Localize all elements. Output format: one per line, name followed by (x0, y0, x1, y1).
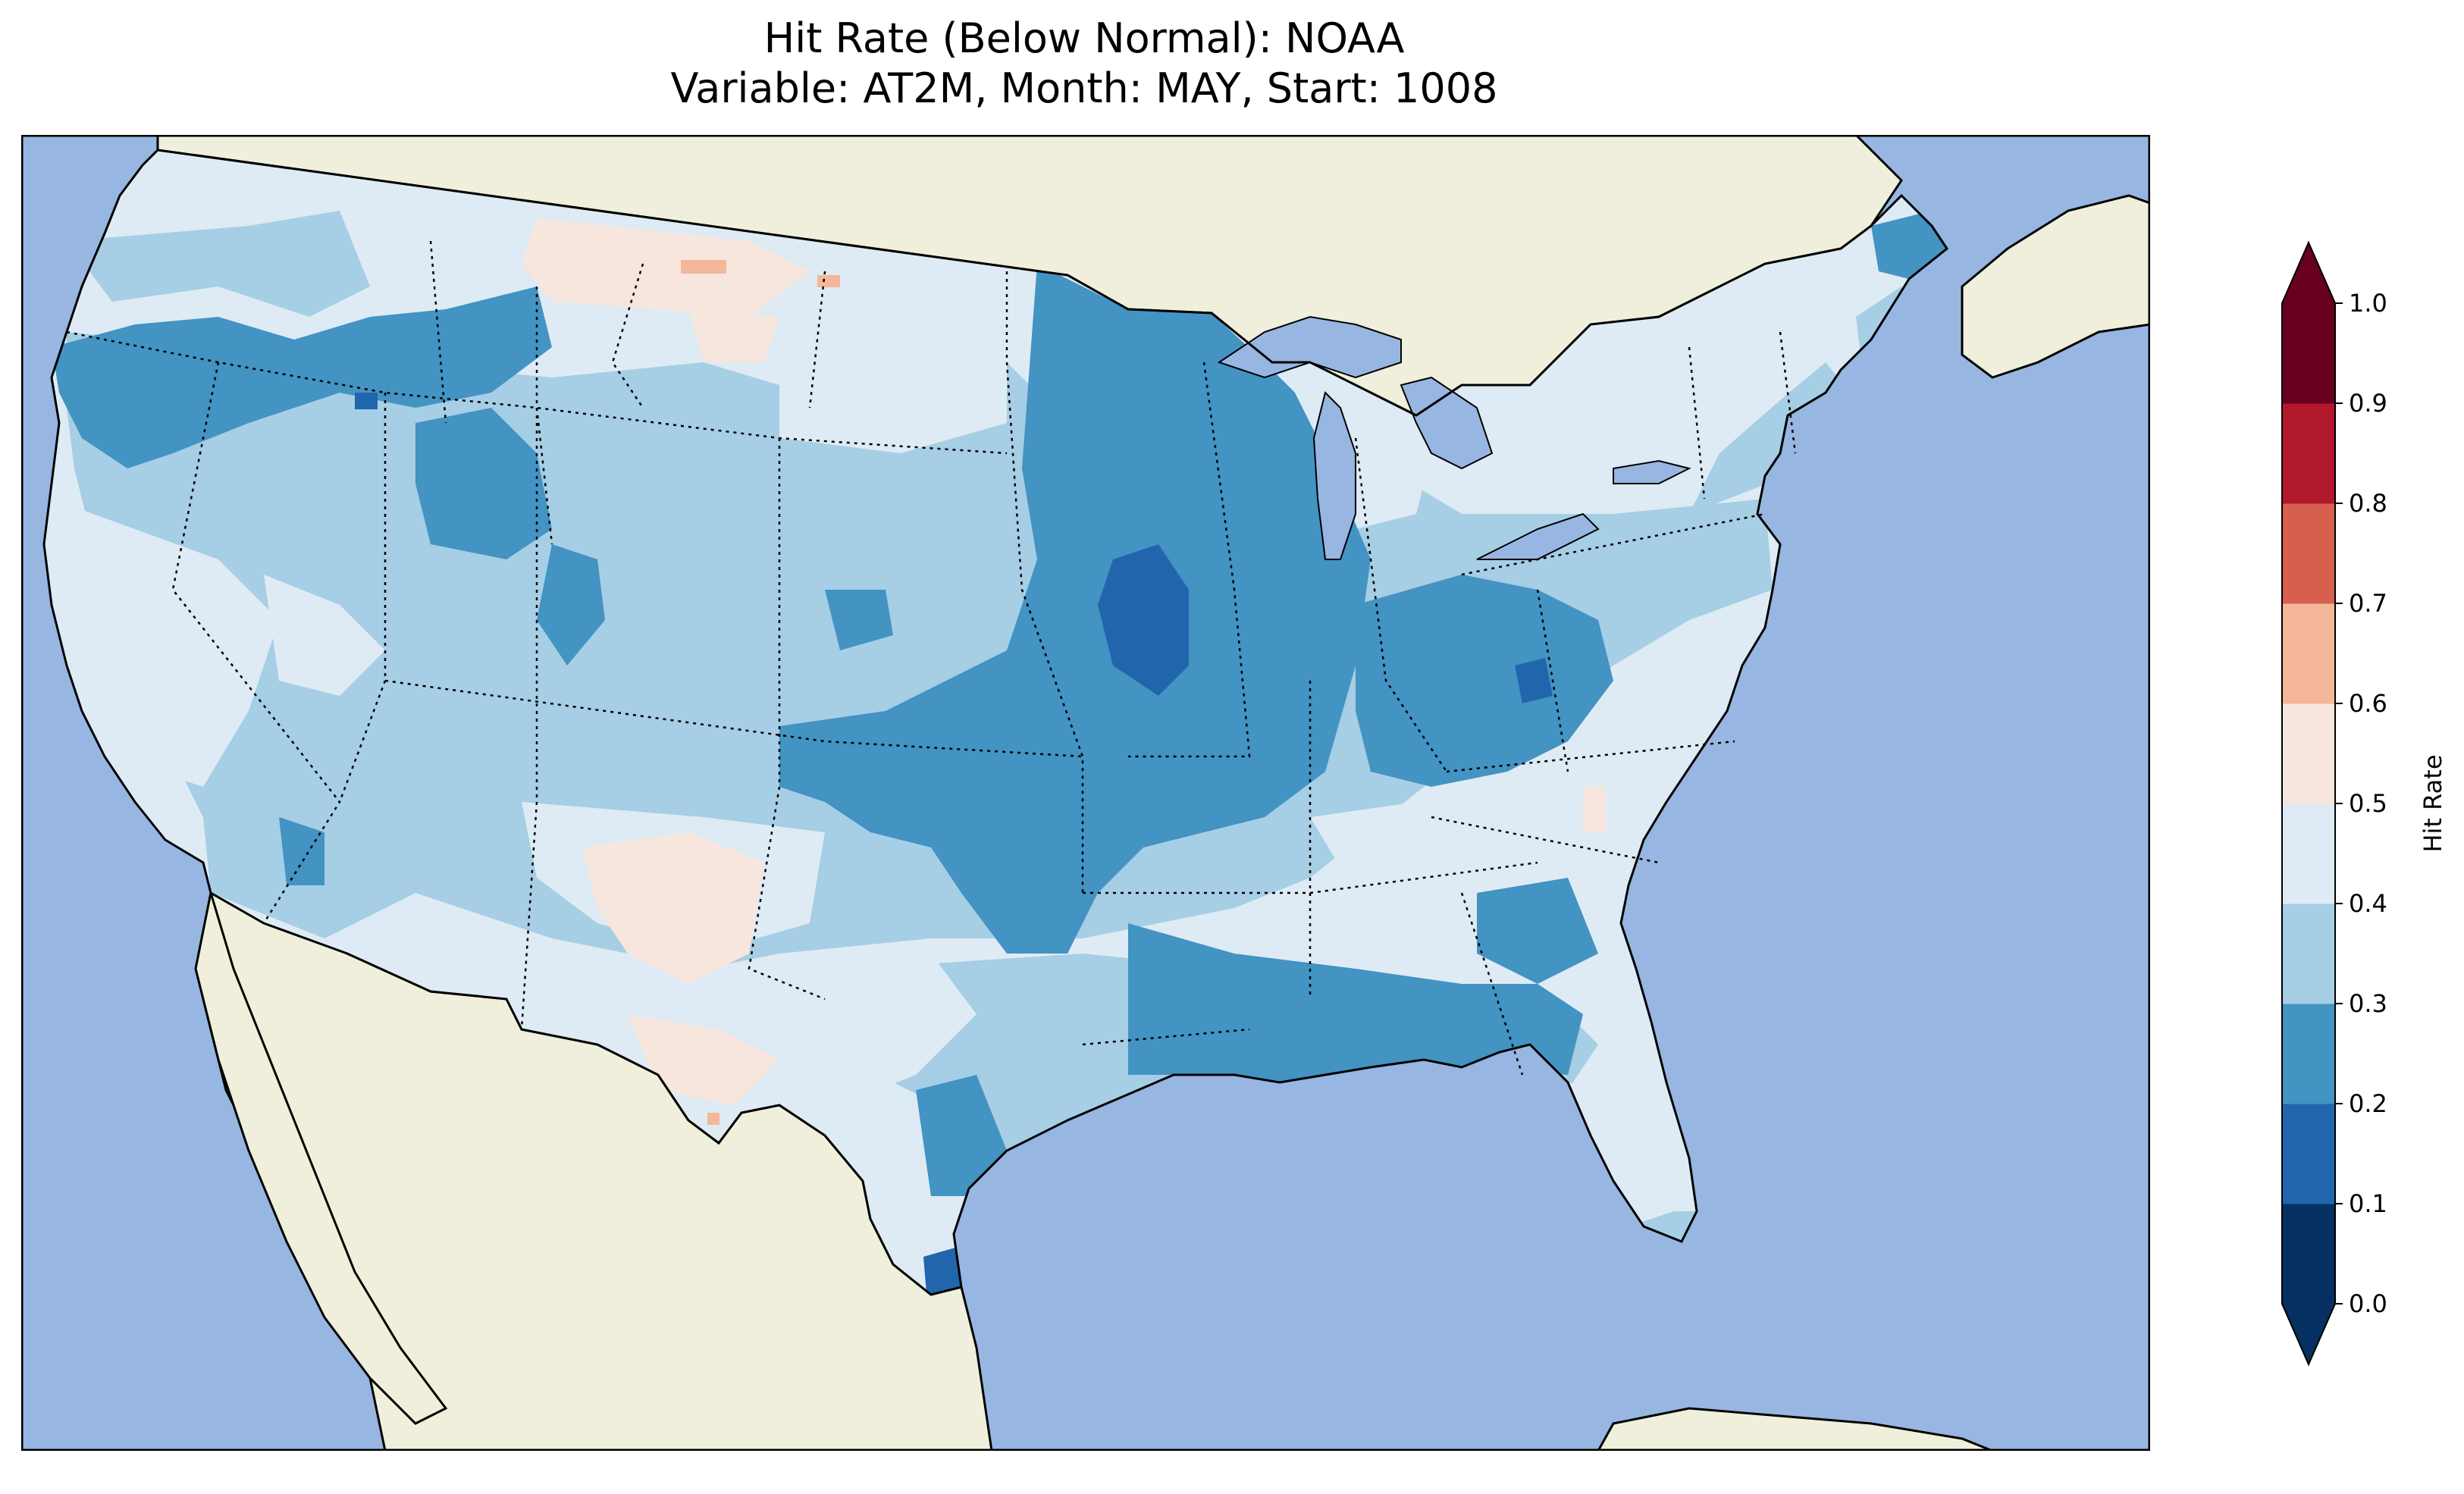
title-line-1: Hit Rate (Below Normal): NOAA (763, 14, 1405, 62)
colorbar-bin-7 (2282, 503, 2335, 604)
colorbar-tick-label: 0.3 (2349, 989, 2387, 1018)
colorbar-tick-label: 0.8 (2349, 489, 2387, 518)
cell-maine-02 (1871, 211, 1947, 279)
cell-id-01 (355, 393, 378, 409)
colorbar-bin-9 (2282, 303, 2335, 404)
colorbar-bin-2 (2282, 1004, 2335, 1104)
baja-land (194, 892, 448, 1425)
lake-erie (1476, 512, 1600, 560)
colorbar-tick-label: 0.1 (2349, 1189, 2387, 1218)
colorbar-tick-label: 0.6 (2349, 689, 2387, 718)
cell-texas-04 (779, 954, 977, 1105)
map-title: Hit Rate (Below Normal): NOAA Variable: … (0, 14, 2168, 114)
colorbar-bin-8 (2282, 403, 2335, 504)
cell-california-04 (52, 499, 279, 787)
cell-ga-04 (1371, 893, 1447, 999)
cell-tx-west-05 (628, 1014, 779, 1105)
cell-co-02 (537, 544, 605, 666)
colorbar-extend-min (2282, 1304, 2335, 1364)
cell-north-03 (67, 211, 370, 317)
cell-ohio-02 (1356, 575, 1613, 787)
map-panel (21, 135, 2150, 1451)
cell-iowa-01 (1098, 544, 1189, 696)
colorbar-bin-3 (2282, 904, 2335, 1004)
colorbar-bin-6 (2282, 603, 2335, 704)
cell-florida-04 (1568, 1082, 1674, 1219)
colorbar-bin-4 (2282, 803, 2335, 904)
cell-sc-02 (1477, 878, 1598, 984)
cuba-land (1597, 1407, 1993, 1451)
colorbar: 0.0 0.1 0.2 0.3 0.4 0.5 0.6 0.7 0.8 0.9 1.0 Hit Ra… (2281, 240, 2447, 1367)
cell-ky-01 (1515, 658, 1553, 703)
colorbar-tick-label: 0.9 (2349, 389, 2387, 418)
lake-huron (1400, 376, 1494, 470)
colorbar-tick-label: 0.2 (2349, 1089, 2387, 1118)
cell-gulf-02b (916, 1075, 1007, 1196)
colorbar-tick-label: 0.5 (2349, 789, 2387, 818)
cell-or-id-02 (52, 287, 552, 468)
colorbar-bin-5 (2282, 703, 2335, 804)
cell-montana-05 (522, 218, 810, 317)
maritimes-land (1961, 194, 2150, 379)
colorbar-bin-1 (2282, 1104, 2335, 1204)
colorbar-bin-0 (2282, 1204, 2335, 1305)
cell-ky-04 (1310, 802, 1431, 893)
cell-nc-05 (1583, 787, 1606, 832)
cell-nv-04 (264, 575, 385, 696)
cell-nv-02 (279, 817, 324, 885)
cell-midwest-02 (779, 264, 1371, 954)
colorbar-bins (2281, 240, 2336, 1367)
colorbar-tick-label: 0.0 (2349, 1289, 2387, 1318)
cell-mt-06a (681, 260, 726, 274)
colorbar-tick-label: 0.7 (2349, 589, 2387, 618)
cell-mich-04 (1333, 393, 1431, 529)
cell-gulf-02 (1128, 923, 1583, 1082)
cell-tx-06 (707, 1113, 719, 1125)
cell-mt-06b (817, 275, 840, 287)
colorbar-extend-max (2282, 243, 2335, 303)
lake-ontario (1613, 459, 1691, 484)
cell-ne-02 (825, 590, 893, 650)
lake-michigan (1312, 391, 1356, 560)
state-borders (66, 240, 1797, 1076)
colorbar-ticks: 0.0 0.1 0.2 0.3 0.4 0.5 0.6 0.7 0.8 0.9 1.0 (2335, 289, 2387, 1318)
cell-dakota-04 (779, 362, 1007, 453)
cell-nm-05 (582, 832, 764, 984)
colorbar-label: Hit Rate (2419, 754, 2447, 852)
lake-superior (1217, 315, 1402, 379)
colorbar-tick-label: 1.0 (2349, 289, 2387, 318)
cell-wy-02 (415, 408, 552, 559)
map-border (21, 135, 2150, 1451)
colorbar-tick-label: 0.4 (2349, 889, 2387, 918)
cell-nd-05 (688, 309, 779, 362)
title-line-2: Variable: AT2M, Month: MAY, Start: 1008 (670, 64, 1498, 112)
